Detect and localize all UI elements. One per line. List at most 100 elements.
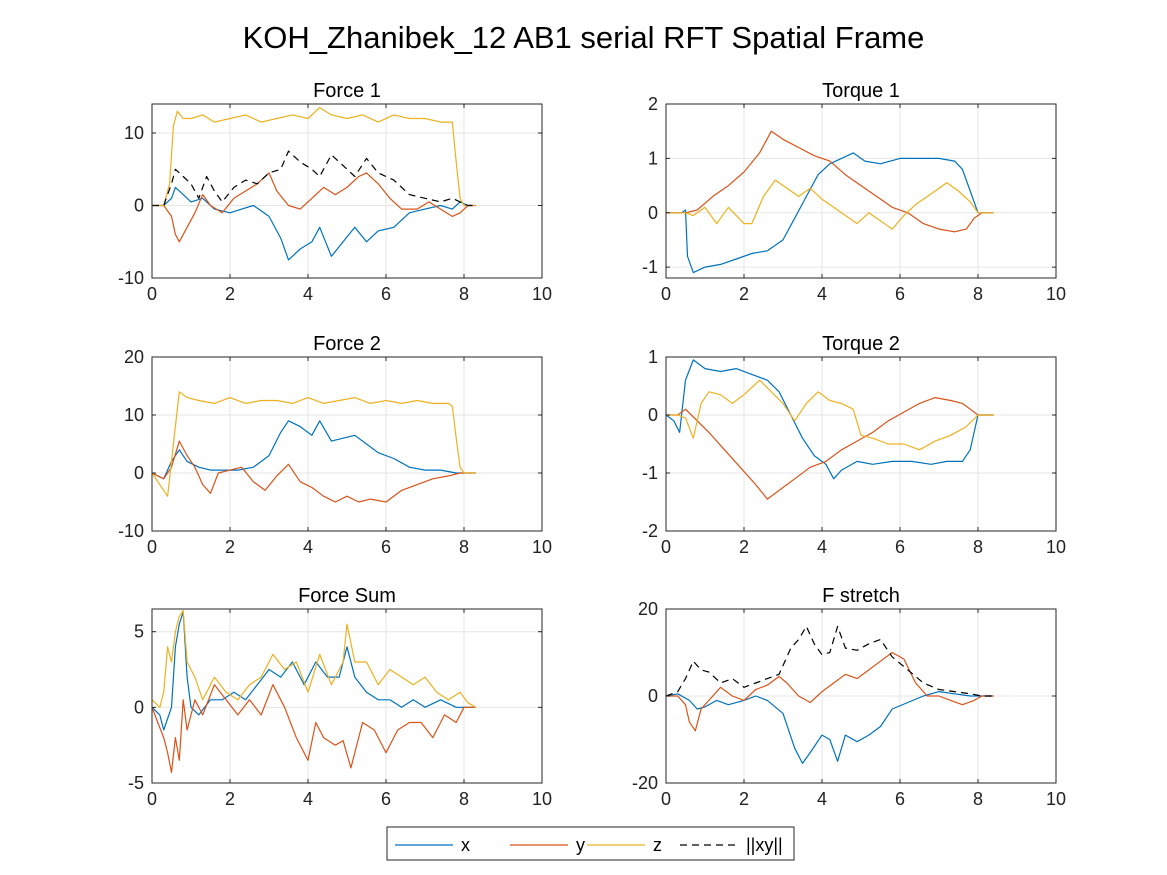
x-tick-label: 10: [1046, 284, 1066, 304]
series-line-z: [152, 107, 476, 207]
x-tick-label: 8: [973, 789, 983, 809]
axis-box: [665, 103, 1057, 279]
x-tick-label: 4: [817, 537, 827, 557]
x-tick-label: 6: [895, 284, 905, 304]
x-tick-label: 6: [381, 537, 391, 557]
legend-label-y: y: [576, 835, 585, 855]
figure-title: KOH_Zhanibek_12 AB1 serial RFT Spatial F…: [243, 20, 925, 55]
x-tick-label: 4: [817, 284, 827, 304]
y-tick-label: 0: [648, 405, 658, 425]
axis-box: [151, 103, 543, 279]
x-tick-label: 2: [225, 284, 235, 304]
x-tick-label: 10: [532, 284, 552, 304]
series-line-xy-norm: [152, 150, 476, 207]
chart-title: F stretch: [822, 585, 900, 607]
x-tick-label: 6: [381, 284, 391, 304]
y-tick-label: -1: [642, 257, 658, 277]
series-line-z: [666, 179, 994, 230]
y-tick-label: 20: [124, 347, 144, 367]
series-line-x: [666, 359, 994, 480]
plot-area: [152, 357, 542, 531]
chart-title: Force Sum: [298, 585, 396, 607]
x-tick-label: 8: [459, 537, 469, 557]
series-line-z: [152, 391, 476, 497]
x-tick-label: 2: [739, 537, 749, 557]
x-tick-label: 6: [381, 789, 391, 809]
legend-label-x: x: [461, 835, 470, 855]
x-tick-label: 0: [147, 789, 157, 809]
y-tick-label: -1: [642, 463, 658, 483]
x-tick-label: 8: [973, 537, 983, 557]
plot-area: [666, 104, 1056, 278]
y-tick-label: 0: [134, 196, 144, 216]
x-tick-label: 0: [661, 789, 671, 809]
series-line-y: [666, 651, 994, 732]
x-tick-label: 2: [225, 537, 235, 557]
x-tick-label: 0: [147, 537, 157, 557]
series-line-y: [666, 130, 994, 233]
legend-label-xy-norm: ||xy||: [746, 835, 783, 855]
y-tick-label: 10: [124, 123, 144, 143]
y-tick-label: -5: [128, 773, 144, 793]
axis-box: [665, 356, 1057, 532]
series-line-x: [152, 186, 476, 261]
chart-4: 0 2 4 6 8 10 -2 -1 0 1 Torque 2: [642, 333, 1066, 557]
x-tick-label: 2: [739, 284, 749, 304]
y-tick-label: 1: [648, 148, 658, 168]
series-line-y: [666, 397, 994, 500]
x-tick-label: 10: [532, 537, 552, 557]
x-tick-label: 4: [303, 284, 313, 304]
plot-area: [666, 357, 1056, 531]
series-line-y: [152, 684, 476, 773]
series-line-xy-norm: [666, 625, 994, 697]
series-line-z: [152, 609, 476, 708]
axis-box: [151, 608, 543, 784]
y-tick-label: 0: [134, 463, 144, 483]
x-tick-label: 10: [1046, 537, 1066, 557]
x-tick-label: 0: [661, 284, 671, 304]
y-tick-label: 0: [648, 686, 658, 706]
y-tick-label: -10: [118, 268, 144, 288]
x-tick-label: 0: [147, 284, 157, 304]
axis-box: [151, 356, 543, 532]
y-tick-label: 20: [638, 599, 658, 619]
x-tick-label: 6: [895, 537, 905, 557]
y-tick-label: -10: [118, 521, 144, 541]
x-tick-label: 8: [973, 284, 983, 304]
y-tick-label: -2: [642, 521, 658, 541]
y-tick-label: 0: [648, 203, 658, 223]
x-tick-label: 2: [225, 789, 235, 809]
legend-label-z: z: [653, 835, 662, 855]
chart-title: Torque 2: [822, 333, 900, 355]
y-tick-label: 2: [648, 94, 658, 114]
y-tick-label: 1: [648, 347, 658, 367]
y-tick-label: 10: [124, 405, 144, 425]
legend: x y z ||xy||: [386, 826, 795, 861]
y-tick-label: 5: [134, 622, 144, 642]
x-tick-label: 10: [1046, 789, 1066, 809]
y-tick-label: -20: [632, 773, 658, 793]
series-line-z: [666, 379, 994, 451]
series-line-x: [666, 691, 994, 764]
x-tick-label: 6: [895, 789, 905, 809]
x-tick-label: 0: [661, 537, 671, 557]
series-line-x: [152, 611, 476, 731]
series-line-x: [666, 152, 994, 274]
x-tick-label: 4: [303, 789, 313, 809]
x-tick-label: 4: [303, 537, 313, 557]
series-line-y: [152, 172, 476, 243]
chart-title: Torque 1: [822, 80, 900, 102]
x-tick-label: 2: [739, 789, 749, 809]
x-tick-label: 10: [532, 789, 552, 809]
x-tick-label: 4: [817, 789, 827, 809]
x-tick-label: 8: [459, 789, 469, 809]
chart-title: Force 2: [313, 333, 381, 355]
x-tick-label: 8: [459, 284, 469, 304]
